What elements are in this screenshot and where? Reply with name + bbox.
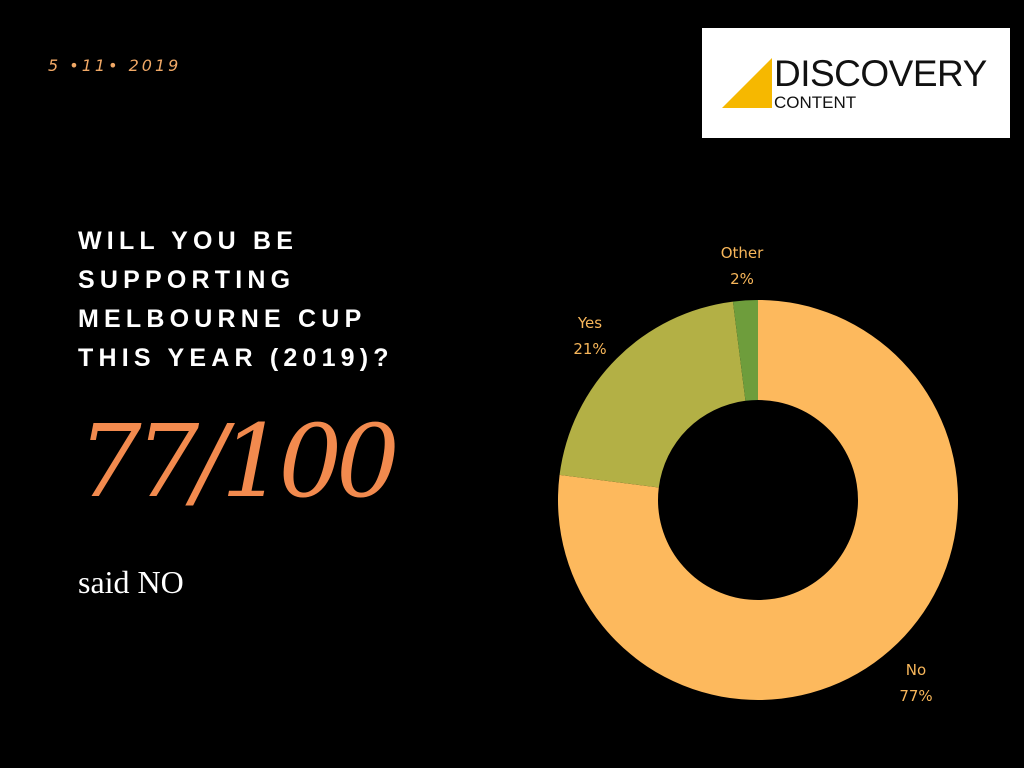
- logo: DISCOVERY CONTENT: [702, 28, 1010, 138]
- slice-label-yes: Yes: [577, 314, 602, 332]
- question-line: MELBOURNE CUP: [78, 305, 367, 333]
- slice-label-no: No: [906, 661, 926, 679]
- logo-text-primary: DISCOVERY: [774, 53, 987, 94]
- donut-chart: No 77% Yes 21% Other 2%: [558, 244, 958, 705]
- logo-triangle-shape: [722, 58, 772, 108]
- question-line: SUPPORTING: [78, 266, 296, 294]
- slice-percent-other: 2%: [730, 270, 754, 288]
- slice-yes: [559, 301, 746, 488]
- slice-no: [558, 300, 958, 700]
- stat-caption: said NO: [78, 564, 184, 600]
- slice-percent-yes: 21%: [573, 340, 606, 358]
- slice-other: [732, 300, 758, 401]
- question-line: WILL YOU BE: [78, 227, 299, 255]
- question-line: THIS YEAR (2019)?: [78, 344, 394, 372]
- survey-question: WILL YOU BE SUPPORTING MELBOURNE CUP THI…: [78, 222, 498, 378]
- logo-triangle-icon: [722, 58, 772, 108]
- slice-label-other: Other: [721, 244, 764, 262]
- slice-percent-no: 77%: [899, 687, 932, 705]
- logo-text-secondary: CONTENT: [774, 93, 857, 112]
- date-label: 5 •11• 2019: [48, 56, 182, 75]
- headline-stat: 77/100: [78, 403, 400, 520]
